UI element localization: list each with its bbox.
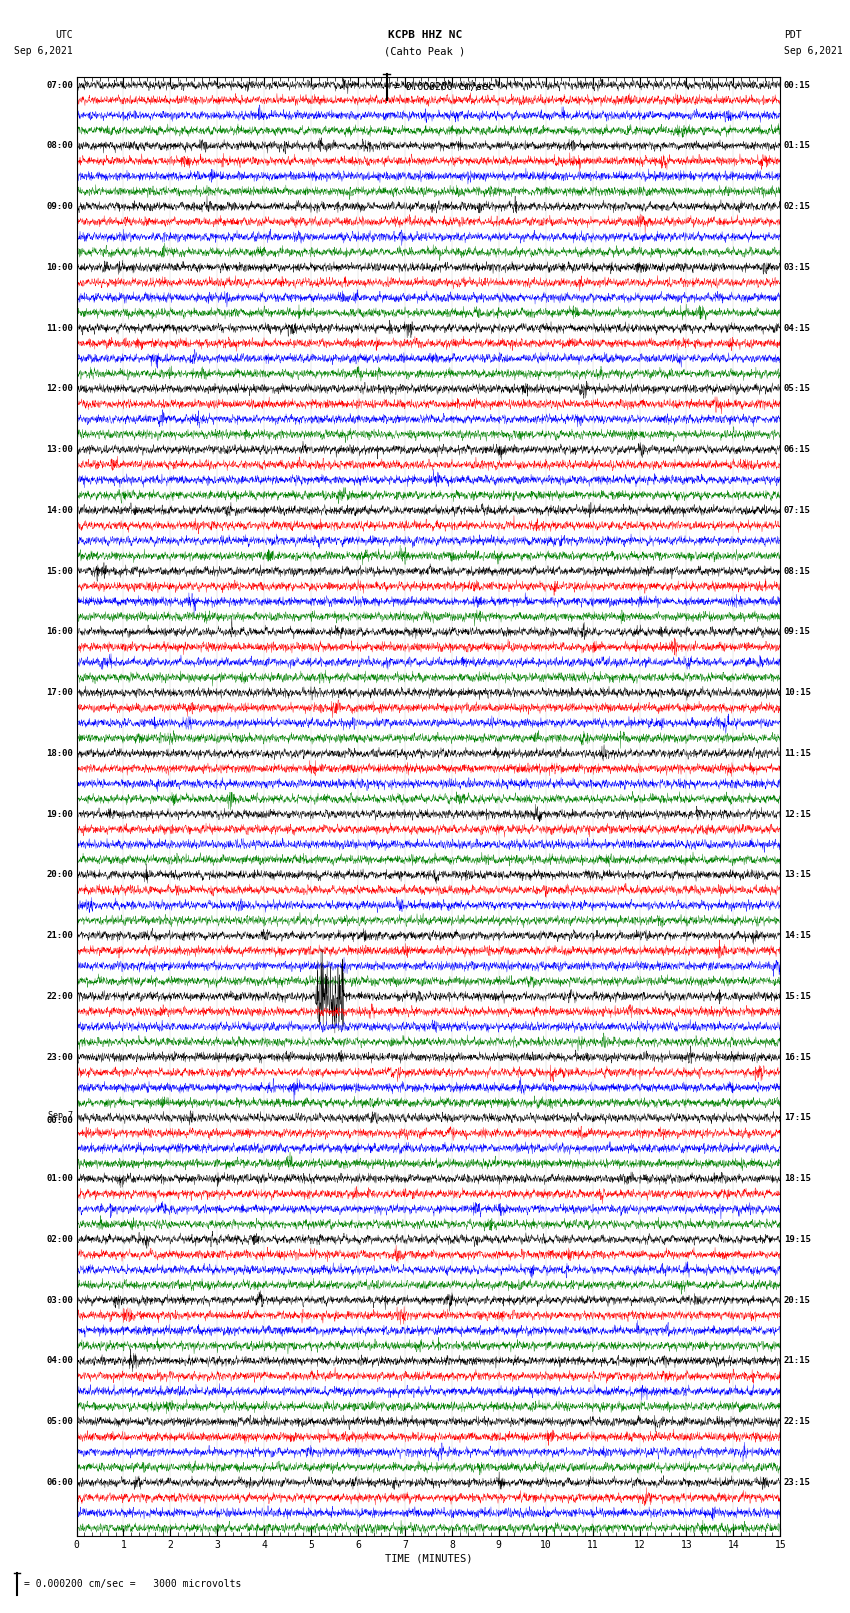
Text: 07:15: 07:15 [784,506,811,515]
Text: UTC: UTC [55,31,73,40]
Text: 12:15: 12:15 [784,810,811,818]
Text: 06:15: 06:15 [784,445,811,453]
Text: 00:15: 00:15 [784,81,811,89]
Text: 11:00: 11:00 [46,324,73,332]
Text: 04:15: 04:15 [784,324,811,332]
Text: 10:15: 10:15 [784,689,811,697]
Text: 20:00: 20:00 [46,871,73,879]
Text: Sep 6,2021: Sep 6,2021 [784,47,842,56]
X-axis label: TIME (MINUTES): TIME (MINUTES) [385,1553,472,1563]
Text: 07:00: 07:00 [46,81,73,89]
Text: 19:00: 19:00 [46,810,73,818]
Text: 17:00: 17:00 [46,689,73,697]
Text: 20:15: 20:15 [784,1295,811,1305]
Text: 23:15: 23:15 [784,1478,811,1487]
Text: PDT: PDT [784,31,802,40]
Text: 10:00: 10:00 [46,263,73,271]
Text: Sep 7: Sep 7 [48,1111,73,1119]
Text: 14:00: 14:00 [46,506,73,515]
Text: 05:00: 05:00 [46,1418,73,1426]
Text: 15:15: 15:15 [784,992,811,1000]
Text: 09:00: 09:00 [46,202,73,211]
Text: 01:15: 01:15 [784,142,811,150]
Text: Sep 6,2021: Sep 6,2021 [14,47,73,56]
Text: 23:00: 23:00 [46,1053,73,1061]
Text: 18:15: 18:15 [784,1174,811,1182]
Text: 21:00: 21:00 [46,931,73,940]
Text: 18:00: 18:00 [46,748,73,758]
Text: 00:00: 00:00 [46,1116,73,1124]
Text: = 0.000200 cm/sec: = 0.000200 cm/sec [394,82,493,92]
Text: = 0.000200 cm/sec =   3000 microvolts: = 0.000200 cm/sec = 3000 microvolts [24,1579,241,1589]
Text: 16:15: 16:15 [784,1053,811,1061]
Text: (Cahto Peak ): (Cahto Peak ) [384,47,466,56]
Text: 22:00: 22:00 [46,992,73,1000]
Text: 13:15: 13:15 [784,871,811,879]
Text: 12:00: 12:00 [46,384,73,394]
Text: 05:15: 05:15 [784,384,811,394]
Text: 04:00: 04:00 [46,1357,73,1365]
Text: 03:15: 03:15 [784,263,811,271]
Text: 11:15: 11:15 [784,748,811,758]
Text: 13:00: 13:00 [46,445,73,453]
Text: 19:15: 19:15 [784,1236,811,1244]
Text: 08:00: 08:00 [46,142,73,150]
Text: 01:00: 01:00 [46,1174,73,1182]
Text: 02:15: 02:15 [784,202,811,211]
Text: KCPB HHZ NC: KCPB HHZ NC [388,31,462,40]
Text: 16:00: 16:00 [46,627,73,636]
Text: 09:15: 09:15 [784,627,811,636]
Text: 21:15: 21:15 [784,1357,811,1365]
Text: 15:00: 15:00 [46,566,73,576]
Text: 22:15: 22:15 [784,1418,811,1426]
Text: 17:15: 17:15 [784,1113,811,1123]
Text: 03:00: 03:00 [46,1295,73,1305]
Text: 06:00: 06:00 [46,1478,73,1487]
Text: 14:15: 14:15 [784,931,811,940]
Text: 08:15: 08:15 [784,566,811,576]
Text: 02:00: 02:00 [46,1236,73,1244]
